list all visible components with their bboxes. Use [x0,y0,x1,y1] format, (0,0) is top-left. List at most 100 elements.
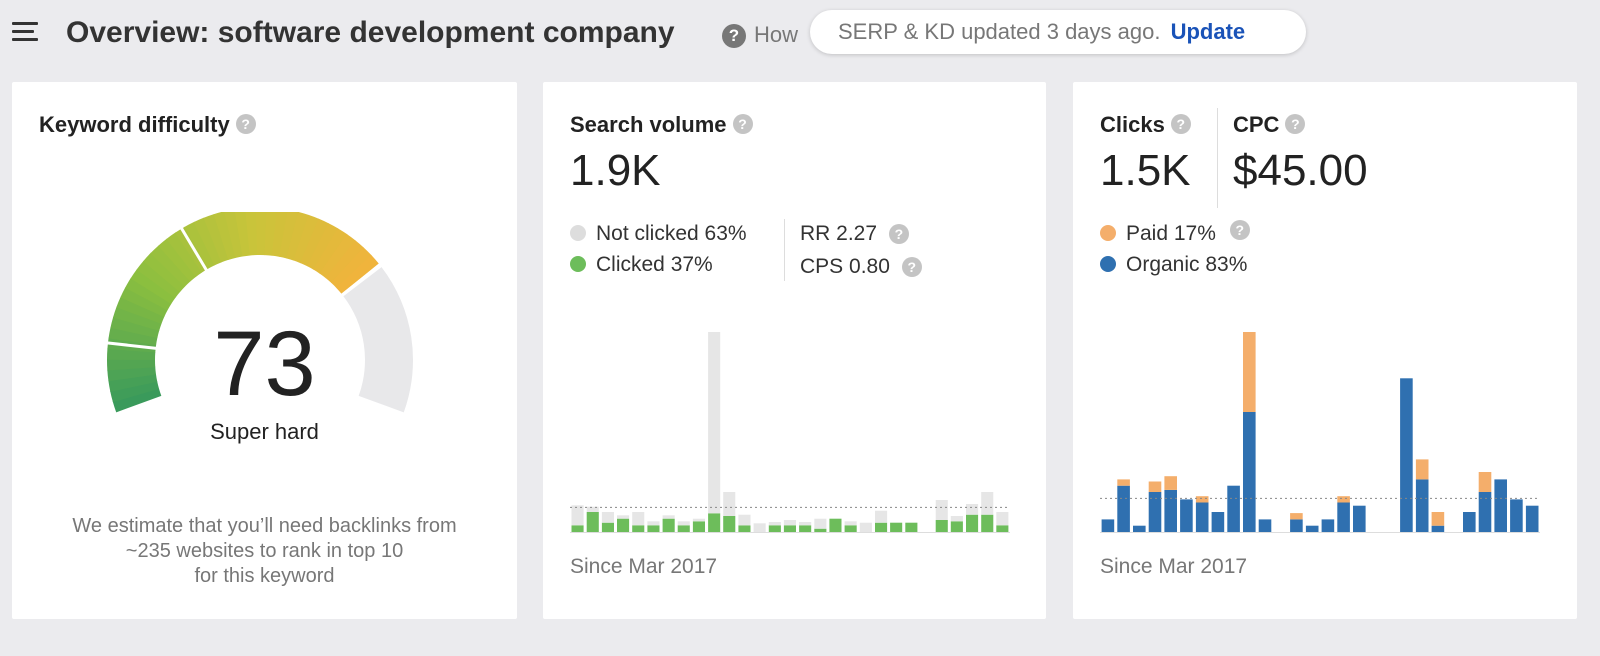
search-volume-bar-clicked[interactable] [738,525,751,532]
search-volume-bar-clicked[interactable] [814,528,827,532]
search-volume-bar-not-clicked[interactable] [981,492,994,515]
legend-swatch [1100,225,1116,241]
search-volume-bar-not-clicked[interactable] [647,521,660,526]
clicks-bar-organic[interactable] [1211,512,1225,532]
search-volume-bar-not-clicked[interactable] [617,515,630,519]
clicks-bar-paid[interactable] [1164,476,1177,490]
clicks-bar-organic[interactable] [1101,519,1115,532]
clicks-bar-paid[interactable] [1431,512,1445,526]
clicks-bar-organic[interactable] [1227,485,1240,532]
search-volume-bar-clicked[interactable] [768,525,781,532]
cps-help-icon[interactable]: ? [901,257,922,278]
menu-icon[interactable] [12,22,38,42]
clicks-bar-organic[interactable] [1117,485,1130,532]
search-volume-bar-clicked[interactable] [890,522,903,532]
search-volume-bar-not-clicked[interactable] [677,521,690,526]
search-volume-bar-clicked[interactable] [783,525,796,532]
search-volume-bar-clicked[interactable] [677,525,690,532]
clicks-bar-organic[interactable] [1258,519,1272,532]
paid-help-icon[interactable]: ? [1229,220,1250,241]
search-volume-bar-not-clicked[interactable] [814,518,827,529]
clicks-help-icon[interactable]: ? [1170,114,1191,135]
clicks-bar-organic[interactable] [1478,492,1492,532]
search-volume-bar-clicked[interactable] [662,518,675,532]
search-volume-bar-clicked[interactable] [966,514,979,532]
search-volume-bar-clicked[interactable] [586,512,599,532]
clicks-bar-organic[interactable] [1195,502,1209,533]
difficulty-gauge [105,212,414,413]
clicks-bar-paid[interactable] [1290,513,1303,520]
search-volume-bar-not-clicked[interactable] [768,522,781,526]
search-volume-bar-clicked[interactable] [799,525,812,532]
keyword-difficulty-help-icon[interactable]: ? [235,114,256,135]
search-volume-bar-clicked[interactable] [571,525,584,532]
clicks-bar-organic[interactable] [1353,505,1366,532]
search-volume-bar-not-clicked[interactable] [692,518,705,522]
search-volume-bar-not-clicked[interactable] [996,512,1009,526]
how-to-link[interactable]: ? How [722,22,798,49]
search-volume-bar-clicked[interactable] [935,520,948,532]
search-volume-bar-clicked[interactable] [981,514,994,532]
search-volume-bar-clicked[interactable] [632,525,645,532]
search-volume-bar-clicked[interactable] [601,522,614,532]
search-volume-bar-not-clicked[interactable] [738,514,751,526]
clicks-bar-organic[interactable] [1415,479,1429,532]
gauge-fill-segment [234,212,251,257]
search-volume-bar-clicked[interactable] [829,518,842,532]
search-volume-bar-clicked[interactable] [647,525,660,532]
search-volume-bar-clicked[interactable] [617,518,630,532]
search-volume-bar-clicked[interactable] [723,516,736,532]
search-volume-bar-clicked[interactable] [844,525,857,532]
search-volume-bar-not-clicked[interactable] [799,522,812,526]
gauge-fill-segment [107,366,157,382]
search-volume-bar-not-clicked[interactable] [950,516,963,522]
clicks-bar-organic[interactable] [1180,499,1193,532]
clicks-bar-paid[interactable] [1337,496,1350,503]
clicks-bar-paid[interactable] [1478,472,1492,492]
clicks-label: Clicks [1100,112,1165,137]
clicks-bar-organic[interactable] [1525,505,1539,532]
search-volume-bar-not-clicked[interactable] [844,521,857,526]
search-volume-bar-clicked[interactable] [875,522,888,532]
clicks-bar-organic[interactable] [1431,525,1445,532]
clicks-bar-organic[interactable] [1148,492,1162,532]
search-volume-bar-not-clicked[interactable] [708,332,721,514]
clicks-bar-organic[interactable] [1133,525,1146,532]
search-volume-bar-not-clicked[interactable] [875,510,888,523]
clicks-bar-organic[interactable] [1463,512,1476,532]
clicks-bar-paid[interactable] [1117,479,1130,486]
search-volume-bar-not-clicked[interactable] [632,512,645,526]
search-volume-bar-not-clicked[interactable] [859,522,872,532]
clicks-bar-organic[interactable] [1337,502,1350,533]
clicks-bar-paid[interactable] [1195,496,1209,503]
cpc-help-icon[interactable]: ? [1285,114,1306,135]
clicks-bar-paid[interactable] [1148,481,1162,493]
search-volume-bar-not-clicked[interactable] [935,500,948,520]
search-volume-bar-clicked[interactable] [692,521,705,532]
search-volume-bar-not-clicked[interactable] [586,506,599,512]
search-volume-bar-not-clicked[interactable] [662,515,675,519]
rr-help-icon[interactable]: ? [888,224,909,245]
search-volume-bar-not-clicked[interactable] [571,505,584,526]
update-link[interactable]: Update [1170,19,1246,44]
search-volume-bar-clicked[interactable] [905,522,918,532]
clicks-bar-organic[interactable] [1305,525,1319,532]
clicks-bar-paid[interactable] [1415,459,1429,480]
clicks-bar-organic[interactable] [1164,489,1177,532]
search-volume-bar-clicked[interactable] [996,525,1009,532]
clicks-bar-organic[interactable] [1400,378,1413,532]
search-volume-bar-not-clicked[interactable] [783,520,796,526]
search-volume-bar-clicked[interactable] [708,513,721,532]
clicks-bar-organic[interactable] [1510,499,1523,532]
search-volume-bar-not-clicked[interactable] [601,512,614,523]
clicks-bar-organic[interactable] [1321,519,1335,532]
clicks-bar-organic[interactable] [1290,519,1303,532]
search-volume-help-icon[interactable]: ? [732,114,753,135]
clicks-bar-organic[interactable] [1243,412,1256,532]
search-volume-bar-clicked[interactable] [950,521,963,532]
search-volume-bar-not-clicked[interactable] [723,492,736,516]
clicks-bar-paid[interactable] [1243,332,1256,412]
search-volume-bar-not-clicked[interactable] [753,523,766,532]
search-volume-bar-not-clicked[interactable] [966,504,979,515]
clicks-bar-organic[interactable] [1494,479,1507,532]
